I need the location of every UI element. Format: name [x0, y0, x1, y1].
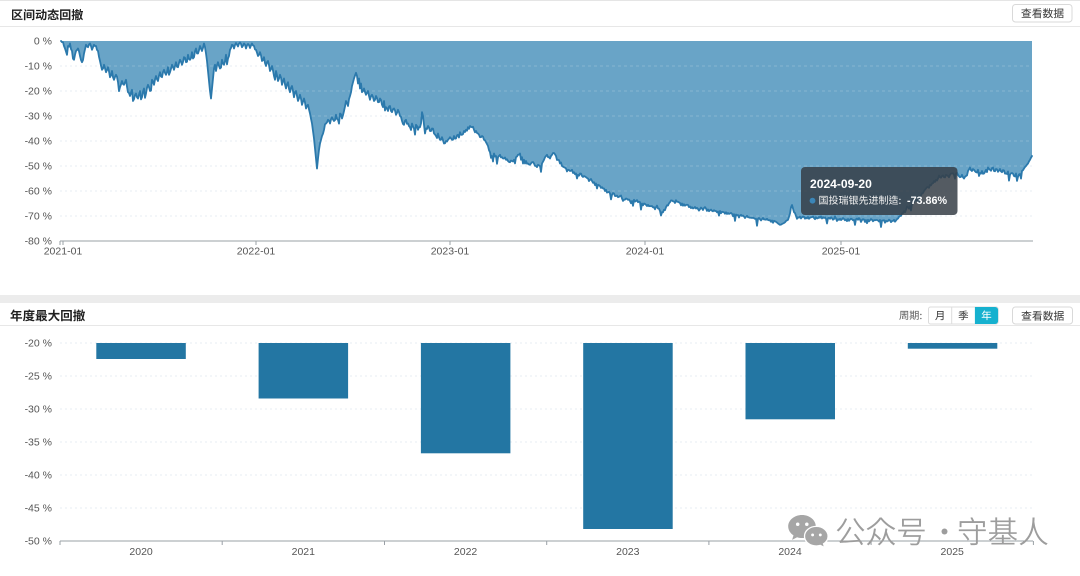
svg-text:-60 %: -60 %: [25, 186, 52, 198]
svg-text:2023: 2023: [616, 546, 640, 558]
svg-text:-20 %: -20 %: [25, 338, 52, 350]
svg-text:2023-01: 2023-01: [431, 246, 470, 258]
svg-text:-20 %: -20 %: [25, 86, 52, 98]
svg-text:2025-01: 2025-01: [822, 246, 861, 258]
svg-text:2020: 2020: [129, 546, 153, 558]
svg-text:-73.86%: -73.86%: [907, 195, 947, 207]
svg-text:-30 %: -30 %: [25, 404, 52, 416]
svg-text:-80 %: -80 %: [25, 236, 52, 248]
svg-text:-50 %: -50 %: [25, 161, 52, 173]
svg-text:-45 %: -45 %: [25, 503, 52, 515]
svg-text:-50 %: -50 %: [25, 536, 52, 548]
svg-text:2022-01: 2022-01: [237, 246, 276, 258]
svg-text:2024-09-20: 2024-09-20: [810, 177, 872, 191]
svg-text:-35 %: -35 %: [25, 437, 52, 449]
svg-text:-70 %: -70 %: [25, 211, 52, 223]
svg-text:-40 %: -40 %: [25, 470, 52, 482]
svg-text:2024: 2024: [778, 546, 802, 558]
svg-text:-25 %: -25 %: [25, 371, 52, 383]
svg-text:2025: 2025: [941, 546, 965, 558]
svg-text:-10 %: -10 %: [25, 61, 52, 73]
svg-text:0 %: 0 %: [34, 36, 52, 48]
svg-text:2021-01: 2021-01: [44, 246, 83, 258]
svg-text:2021: 2021: [292, 546, 316, 558]
svg-text:2024-01: 2024-01: [626, 246, 665, 258]
svg-text:-40 %: -40 %: [25, 136, 52, 148]
svg-text:-30 %: -30 %: [25, 111, 52, 123]
svg-text:2022: 2022: [454, 546, 478, 558]
